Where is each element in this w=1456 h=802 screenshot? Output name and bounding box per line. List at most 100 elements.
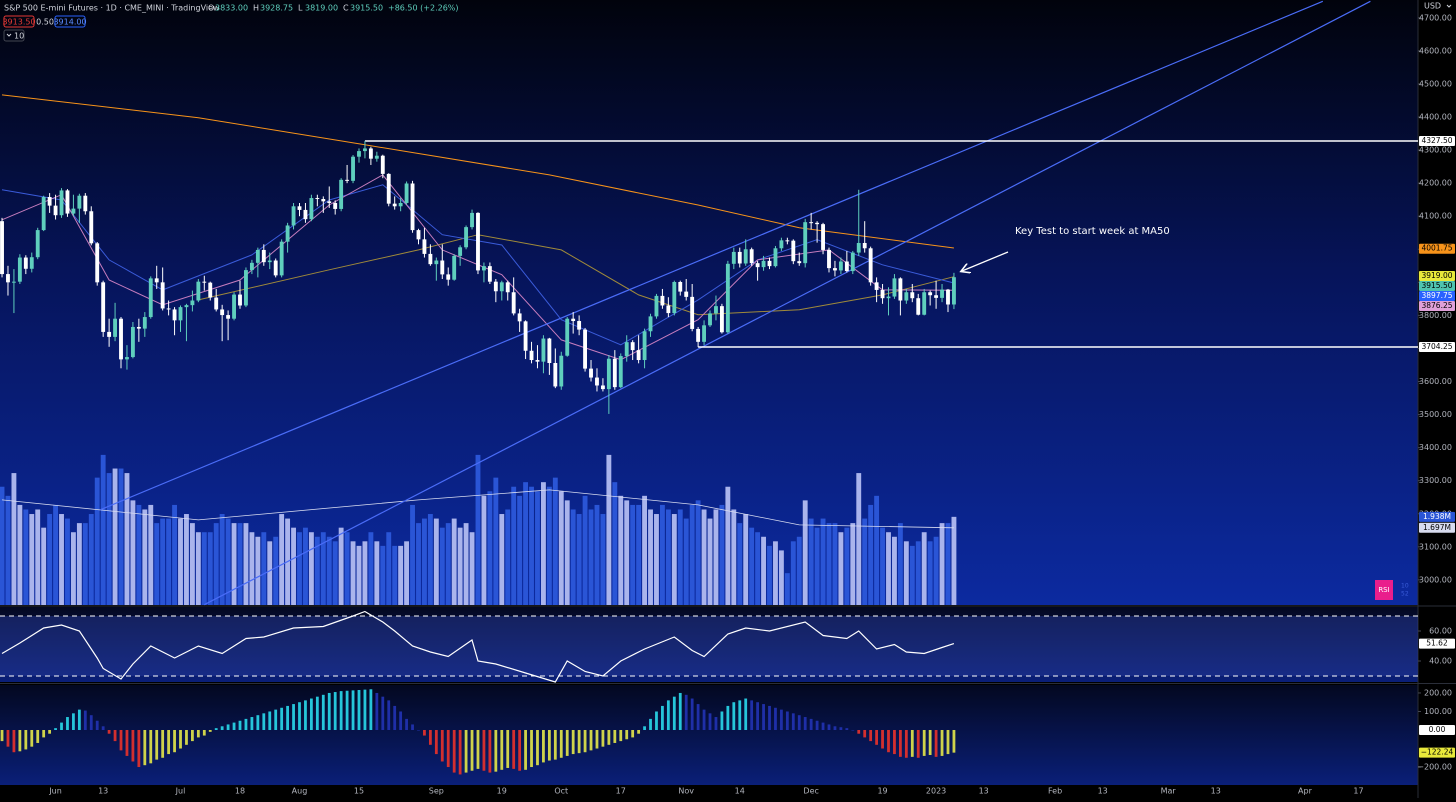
volume-bar (172, 504, 177, 605)
candle-body (65, 190, 70, 214)
candle-body (630, 342, 635, 351)
candle-body (464, 227, 469, 248)
currency[interactable]: USD (1424, 2, 1441, 11)
histogram-bar (321, 694, 325, 730)
histogram-bar (452, 730, 456, 773)
candle-body (493, 281, 498, 292)
y-tick-label: 4100.00 (1419, 212, 1452, 221)
histogram-bar (482, 730, 486, 771)
bid-box (3, 15, 35, 28)
histogram-bar (256, 715, 260, 730)
candle-body (702, 325, 706, 342)
histogram-bar (476, 730, 480, 769)
histogram-bar (274, 709, 278, 730)
volume-bar (796, 536, 802, 605)
candle-body (785, 240, 790, 242)
volume-ma (1, 489, 954, 529)
volume-bar (53, 504, 59, 605)
histogram-bar (720, 711, 724, 730)
volume-bar (368, 532, 374, 605)
candle-body (481, 266, 486, 271)
histogram-bar (857, 730, 861, 734)
change: +86.50 (+2.26%) (388, 4, 459, 13)
candle-body (838, 261, 843, 271)
rsi-badge[interactable] (1375, 580, 1393, 600)
histogram-bar (780, 709, 783, 730)
candle-body (797, 261, 802, 264)
candle-body (327, 201, 332, 203)
histogram-bar (72, 713, 75, 730)
histogram-bar (589, 730, 593, 751)
x-tick-label: Mar (1161, 787, 1177, 796)
histogram-bar (547, 730, 551, 761)
volume-bar (326, 536, 332, 605)
price-label-box (1419, 638, 1455, 649)
candle-body (130, 326, 135, 358)
volume-bar (433, 518, 439, 605)
collapse-box[interactable] (3, 29, 25, 42)
y-tick-label: 3500.00 (1419, 410, 1452, 419)
price-label-box (1419, 243, 1455, 254)
histogram-bar (30, 730, 34, 747)
candle-body (499, 282, 504, 292)
candle-body (208, 282, 213, 298)
volume-bar (523, 482, 529, 605)
volume-bar (231, 523, 237, 605)
volume-bar (659, 504, 665, 605)
candle-body (684, 291, 689, 297)
candle-body (291, 206, 296, 226)
volume-bar (784, 573, 790, 605)
candle-body (773, 248, 778, 267)
histogram-bar (756, 702, 760, 730)
candle-body (565, 318, 570, 356)
volume-bar (362, 541, 368, 605)
x-tick-label: 13 (979, 787, 989, 796)
candle-body (809, 222, 814, 224)
histogram-bar (762, 704, 765, 730)
candle-body (303, 209, 308, 220)
histogram-bar (428, 730, 432, 745)
volume-bar (380, 545, 386, 605)
volume-bar (118, 468, 124, 605)
histogram-bar (821, 722, 825, 730)
histogram-bar (613, 730, 617, 743)
price-label-box (1419, 747, 1455, 758)
histogram-bar (649, 718, 652, 730)
histogram-bar (565, 730, 569, 756)
x-tick-label: Apr (1298, 787, 1313, 796)
histogram-bar (910, 730, 914, 757)
volume-bar (600, 514, 606, 605)
volume-bar (279, 514, 285, 605)
candle-body (315, 198, 320, 200)
candle-body (696, 328, 701, 342)
histogram-bar (149, 730, 153, 764)
candle-body (83, 195, 88, 212)
x-tick-label: Sep (429, 787, 444, 796)
histogram-bar (107, 730, 111, 734)
histogram-bar (643, 726, 646, 730)
volume-bar (487, 491, 493, 605)
volume-bar (130, 500, 136, 605)
candle-body (523, 321, 528, 351)
header: S&P 500 E-mini Futures · 1D · CME_MINI ·… (2, 4, 459, 42)
x-tick-label: 13 (1211, 787, 1221, 796)
volume-bar (314, 536, 320, 605)
volume-bar (820, 518, 826, 605)
candle-body (743, 249, 748, 264)
spread: 0.50 (36, 18, 54, 27)
candle-body (476, 212, 480, 271)
candle-body (29, 257, 34, 269)
histogram-bar (666, 700, 670, 730)
candle-body (125, 357, 129, 360)
candle-body (862, 242, 867, 249)
candle-body (850, 252, 855, 272)
volume-bar (100, 454, 106, 605)
volume-bar (535, 491, 540, 605)
volume-bar (933, 536, 939, 605)
volume-bar (76, 523, 82, 605)
histogram-bar (928, 730, 932, 755)
candle-body (666, 305, 671, 314)
candle-body (11, 281, 16, 283)
volume-bar (903, 541, 909, 605)
price-label-box (1419, 301, 1455, 312)
